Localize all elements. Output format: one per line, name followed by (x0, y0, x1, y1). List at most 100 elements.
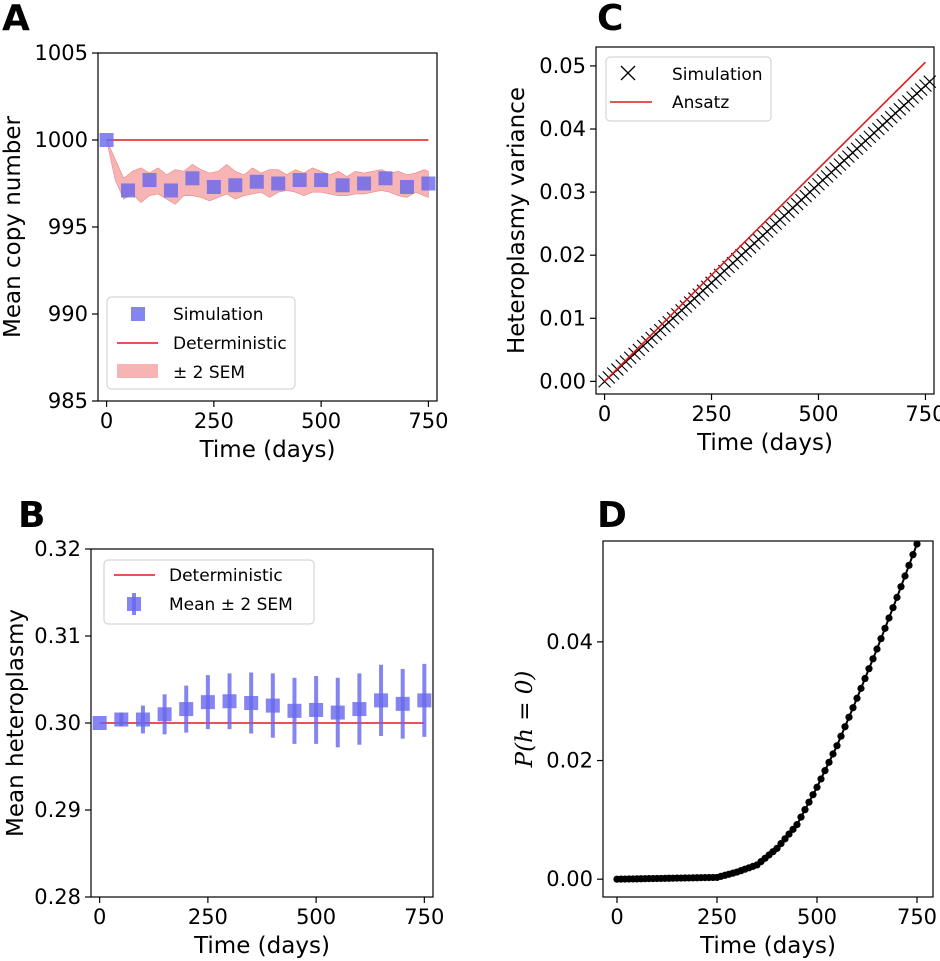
x-axis-label: Time (days) (696, 430, 833, 456)
simulation-point (357, 176, 372, 191)
x-tick-label: 250 (691, 402, 731, 426)
y-tick-label: 0.30 (34, 711, 81, 735)
x-tick-label: 500 (797, 905, 837, 929)
y-tick-label: 0.04 (539, 117, 586, 141)
x-tick-label: 0 (93, 905, 106, 929)
legend-box (103, 559, 315, 625)
x-tick-label: 0 (598, 402, 611, 426)
legend-swatch-simulation (131, 307, 145, 321)
y-tick-label: 0.05 (539, 54, 586, 78)
simulation-point (271, 176, 286, 191)
y-tick-label: 985 (48, 389, 88, 413)
x-tick-label: 250 (188, 905, 228, 929)
legend-label-deterministic: Deterministic (173, 334, 287, 354)
x-tick-label: 500 (296, 905, 336, 929)
simulation-point (421, 176, 436, 191)
x-axis-label: Time (days) (193, 933, 330, 959)
simulation-point (121, 183, 136, 198)
probability-point (825, 758, 833, 766)
mean-point (157, 707, 172, 722)
probability-point (893, 593, 901, 601)
probability-point (841, 723, 849, 731)
y-axis-label: Mean copy number (0, 115, 26, 338)
simulation-point (185, 171, 200, 186)
probability-point (857, 684, 865, 692)
y-tick-label: 0.29 (34, 798, 81, 822)
panel-letter-d: D (597, 495, 627, 536)
mean-point (287, 703, 302, 718)
simulation-point (142, 173, 157, 188)
probability-point (829, 750, 837, 758)
y-tick-label: 0.31 (34, 624, 81, 648)
y-axis-label: Heteroplasmy variance (504, 87, 530, 354)
x-tick-label: 250 (697, 905, 737, 929)
mean-point (309, 702, 324, 717)
y-tick-label: 0.04 (546, 630, 593, 654)
probability-point (873, 645, 881, 653)
panel-d-chart: 0 250 500 750 0.00 0.02 0.04 Time (days) P(h = 0… (512, 540, 937, 959)
simulation-point (99, 133, 114, 147)
mean-point (114, 712, 129, 727)
probability-point (901, 572, 909, 580)
x-tick-label: 500 (301, 409, 341, 433)
y-tick-label: 0.00 (546, 867, 593, 891)
mean-point (179, 702, 194, 717)
panel-letter-b: B (18, 495, 45, 536)
panel-letter-c: C (597, 0, 623, 39)
y-tick-label: 0.03 (539, 180, 586, 204)
x-tick-label: 500 (798, 402, 838, 426)
mean-point (222, 694, 237, 709)
simulation-point (378, 171, 393, 186)
ansatz-line (603, 61, 927, 382)
y-axis-label: P(h = 0) (512, 671, 538, 769)
probability-point (853, 694, 861, 702)
probability-point (813, 783, 821, 791)
probability-point (777, 840, 785, 848)
probability-point (905, 561, 913, 569)
legend-label-simulation: Simulation (173, 305, 264, 325)
probability-point (797, 813, 805, 821)
y-tick-label: 0.02 (539, 243, 586, 267)
x-tick-label: 750 (408, 409, 448, 433)
x-tick-label: 750 (897, 905, 937, 929)
y-tick-label: 990 (48, 302, 88, 326)
probability-point (845, 713, 853, 721)
probability-point (897, 583, 905, 591)
probability-line (616, 543, 918, 881)
legend-box (605, 56, 772, 122)
x-axis-label: Time (days) (699, 933, 836, 959)
probability-point (885, 614, 893, 622)
plot-frame (602, 540, 934, 898)
panel-b-chart: 0 250 500 750 0.28 0.29 0.30 0.31 0.32 Time (days… (3, 537, 444, 959)
mean-point (395, 696, 410, 711)
probability-point (773, 844, 781, 852)
legend-label-band: ± 2 SEM (173, 363, 245, 383)
mean-point (200, 695, 215, 710)
probability-point (877, 635, 885, 643)
probability-point (805, 798, 813, 806)
mean-point (244, 695, 259, 710)
legend-label-deterministic: Deterministic (169, 566, 283, 586)
y-tick-label: 0.02 (546, 749, 593, 773)
y-tick-label: 0.01 (539, 306, 586, 330)
panel-letter-a: A (2, 0, 30, 39)
mean-point (265, 698, 280, 713)
probability-point (913, 540, 921, 548)
mean-point (417, 693, 432, 708)
probability-point (817, 775, 825, 783)
y-tick-label: 1005 (35, 41, 88, 65)
probability-point (821, 767, 829, 775)
mean-point (92, 716, 107, 730)
x-tick-label: 750 (404, 905, 444, 929)
legend-swatch-mean (127, 597, 141, 611)
legend-label-ansatz: Ansatz (672, 93, 729, 113)
probability-point (909, 551, 917, 559)
probability-point (849, 704, 857, 712)
probability-point (861, 674, 869, 683)
simulation-point (249, 174, 264, 189)
simulation-point (399, 179, 414, 194)
mean-point (352, 702, 367, 717)
simulation-point (206, 179, 221, 194)
probability-point (865, 665, 873, 673)
